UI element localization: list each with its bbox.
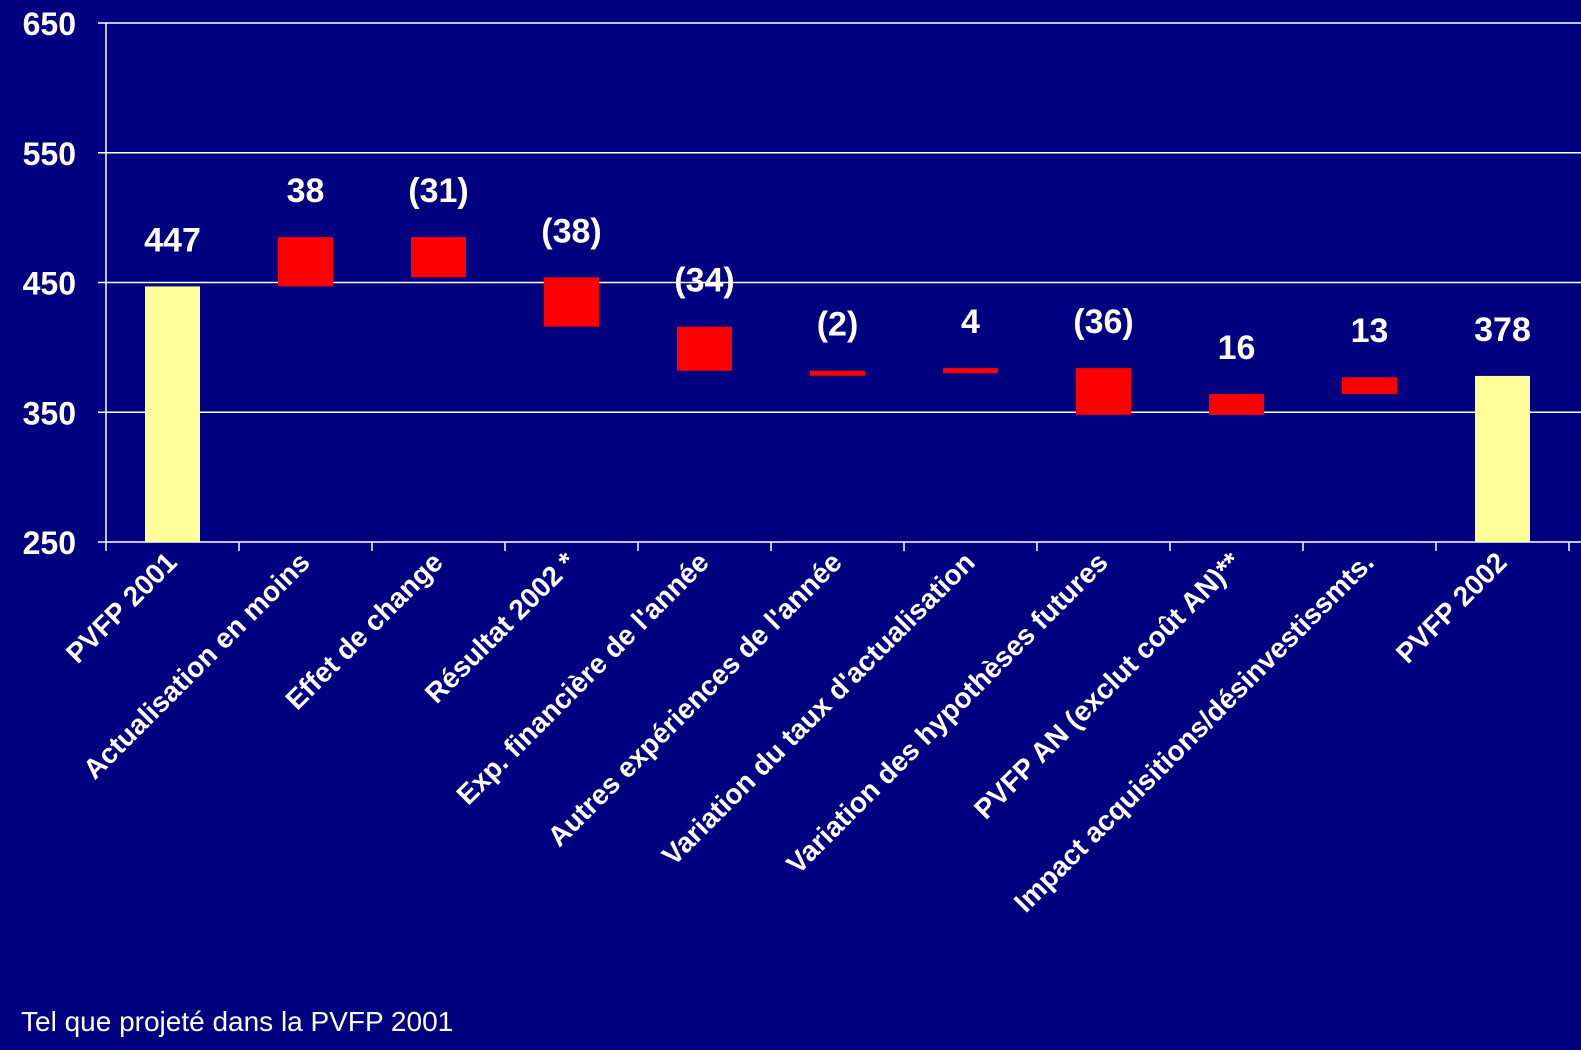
y-tick-label: 550 — [23, 136, 76, 172]
total-bar — [1475, 375, 1530, 542]
x-tick-label: Exp. financière de l'année — [450, 546, 714, 810]
change-bar — [278, 237, 333, 287]
x-tick-label: PVFP 2002 — [1390, 546, 1513, 669]
x-tick-label: PVFP AN (exclut coût AN)** — [968, 546, 1247, 825]
y-tick-label: 450 — [23, 266, 76, 302]
data-label: 13 — [1351, 312, 1389, 350]
x-tick-label: Autres expériences de l'année — [542, 546, 848, 852]
total-bar — [145, 286, 200, 542]
data-label: 378 — [1474, 311, 1531, 349]
change-bar — [1076, 368, 1131, 415]
data-label: (34) — [674, 262, 734, 300]
footnote: Tel que projeté dans la PVFP 2001 — [21, 1006, 454, 1037]
data-label: (31) — [408, 172, 468, 210]
y-tick-label: 250 — [23, 525, 76, 561]
y-tick-label: 650 — [23, 6, 76, 42]
data-label: 447 — [144, 221, 201, 259]
data-label: (2) — [817, 306, 859, 344]
x-tick-label: PVFP 2001 — [60, 546, 183, 669]
data-label: 16 — [1218, 329, 1256, 367]
change-bar — [1342, 377, 1397, 395]
data-label: (36) — [1073, 303, 1133, 341]
change-bar — [1209, 394, 1264, 415]
change-bar — [943, 368, 998, 374]
change-bar — [411, 237, 466, 278]
change-bar — [677, 326, 732, 371]
y-tick-label: 350 — [23, 395, 76, 431]
data-label: 4 — [961, 303, 980, 341]
change-bar — [544, 277, 599, 327]
data-label: (38) — [541, 212, 601, 250]
change-bar — [810, 370, 865, 376]
x-tick-label: Actualisation en moins — [77, 546, 316, 785]
data-label: 38 — [287, 172, 325, 210]
